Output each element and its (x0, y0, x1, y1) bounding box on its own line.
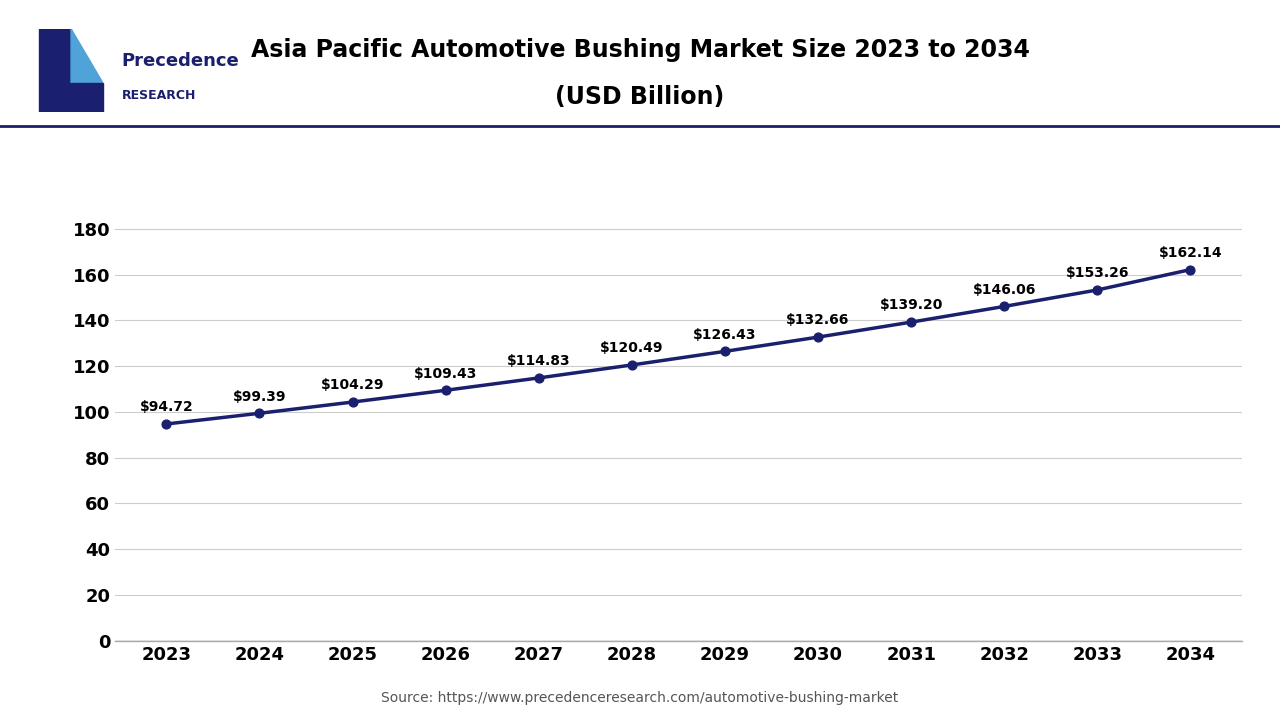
Text: Precedence: Precedence (122, 52, 239, 70)
Text: $132.66: $132.66 (786, 313, 850, 328)
Point (901, 316, 922, 328)
Text: $120.49: $120.49 (600, 341, 663, 355)
Text: RESEARCH: RESEARCH (122, 89, 196, 102)
Point (529, 372, 549, 384)
Point (156, 418, 177, 430)
Point (1180, 264, 1201, 275)
Text: $162.14: $162.14 (1158, 246, 1222, 260)
Text: $153.26: $153.26 (1065, 266, 1129, 280)
Point (342, 396, 362, 408)
Text: (USD Billion): (USD Billion) (556, 85, 724, 109)
Point (995, 301, 1015, 312)
Point (622, 359, 643, 371)
Text: $139.20: $139.20 (879, 298, 943, 312)
Text: $109.43: $109.43 (413, 366, 477, 381)
Text: $146.06: $146.06 (973, 283, 1036, 297)
Text: Source: https://www.precedenceresearch.com/automotive-bushing-market: Source: https://www.precedenceresearch.c… (381, 691, 899, 706)
Text: $94.72: $94.72 (140, 400, 193, 414)
Point (250, 408, 270, 419)
Polygon shape (72, 29, 102, 83)
Text: $104.29: $104.29 (321, 378, 384, 392)
Polygon shape (40, 29, 72, 112)
Text: $99.39: $99.39 (233, 390, 287, 403)
Text: $114.83: $114.83 (507, 354, 571, 368)
Polygon shape (72, 83, 102, 112)
Text: $126.43: $126.43 (694, 328, 756, 342)
Point (808, 331, 828, 343)
Text: Asia Pacific Automotive Bushing Market Size 2023 to 2034: Asia Pacific Automotive Bushing Market S… (251, 38, 1029, 63)
Point (714, 346, 735, 357)
Point (1087, 284, 1107, 296)
Point (435, 384, 456, 396)
